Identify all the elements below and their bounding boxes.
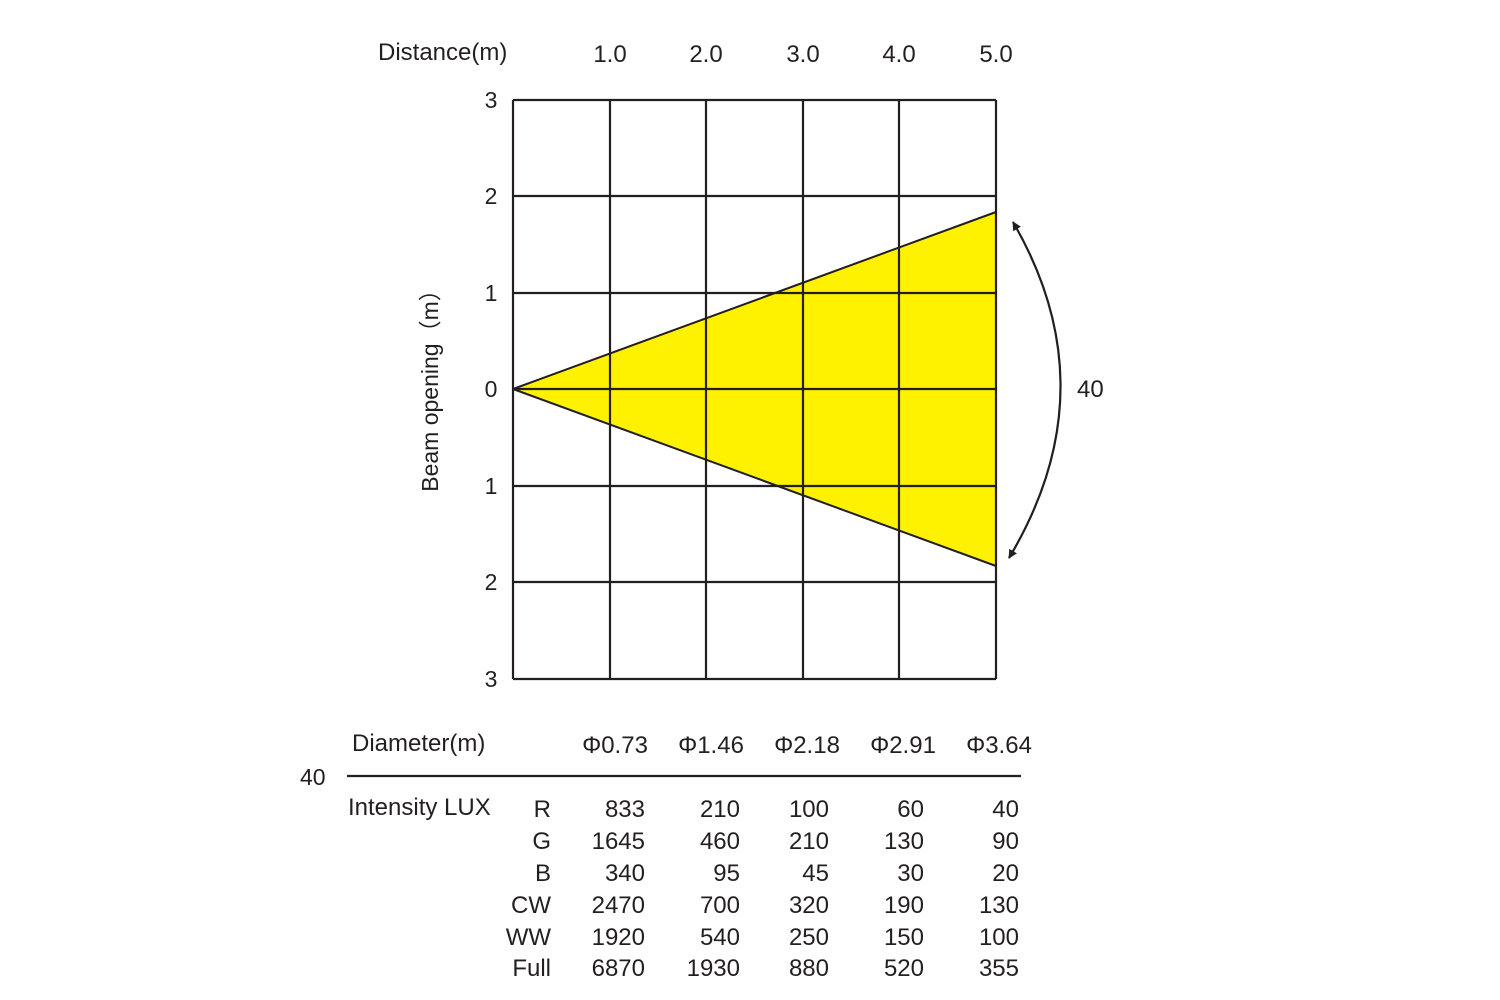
intensity-value: 1645 <box>592 828 645 855</box>
beam-tick-label: 1 <box>485 473 498 499</box>
intensity-value: 130 <box>979 892 1019 919</box>
intensity-value: 20 <box>992 860 1019 887</box>
intensity-value: 6870 <box>592 955 645 982</box>
diameter-value: Φ2.91 <box>870 732 936 759</box>
intensity-label: Intensity LUX <box>348 794 491 821</box>
intensity-value: 30 <box>897 860 924 887</box>
beam-tick-label: 2 <box>485 569 498 595</box>
beam-tick-label: 2 <box>485 183 498 209</box>
intensity-value: 880 <box>789 955 829 982</box>
channel-label: G <box>532 828 551 855</box>
intensity-value: 355 <box>979 955 1019 982</box>
intensity-value: 150 <box>884 924 924 951</box>
intensity-value: 1920 <box>592 924 645 951</box>
diameter-value: Φ2.18 <box>774 732 840 759</box>
intensity-value: 60 <box>897 796 924 823</box>
intensity-value: 210 <box>789 828 829 855</box>
distance-tick-label: 1.0 <box>593 41 626 68</box>
beam-upper-edge <box>512 211 997 390</box>
intensity-value: 45 <box>802 860 829 887</box>
intensity-value: 130 <box>884 828 924 855</box>
intensity-value: 1930 <box>687 955 740 982</box>
channel-label: WW <box>506 924 552 951</box>
intensity-value: 460 <box>700 828 740 855</box>
beam-tick-label: 3 <box>485 87 498 113</box>
grid <box>511 98 998 681</box>
intensity-value: 190 <box>884 892 924 919</box>
beam-tick-label: 0 <box>485 376 498 402</box>
intensity-value: 833 <box>605 796 645 823</box>
intensity-value: 340 <box>605 860 645 887</box>
distance-tick-label: 3.0 <box>786 41 819 68</box>
intensity-value: 40 <box>992 796 1019 823</box>
beam-axis-label: Beam opening（m） <box>417 278 443 492</box>
beam-angle-label: 40 <box>1077 376 1104 403</box>
intensity-value: 520 <box>884 955 924 982</box>
intensity-value: 2470 <box>592 892 645 919</box>
intensity-value: 95 <box>713 860 740 887</box>
diameter-value: Φ0.73 <box>582 732 648 759</box>
intensity-value: 320 <box>789 892 829 919</box>
distance-tick-label: 4.0 <box>882 41 915 68</box>
intensity-value: 540 <box>700 924 740 951</box>
beam-tick-label: 3 <box>485 666 498 692</box>
distance-tick-label: 5.0 <box>979 41 1012 68</box>
table-angle-label: 40 <box>300 764 326 790</box>
distance-tick-label: 2.0 <box>689 41 722 68</box>
distance-label: Distance(m) <box>378 39 507 66</box>
beam-lower-edge <box>512 388 997 567</box>
channel-label: R <box>534 796 551 823</box>
diameter-value: Φ1.46 <box>678 732 744 759</box>
beam-angle-arc <box>1008 221 1062 559</box>
intensity-value: 250 <box>789 924 829 951</box>
intensity-value: 210 <box>700 796 740 823</box>
diameter-value: Φ3.64 <box>966 732 1032 759</box>
channel-label: Full <box>512 955 551 982</box>
beam-tick-label: 1 <box>485 280 498 306</box>
channel-label: CW <box>511 892 551 919</box>
intensity-value: 100 <box>979 924 1019 951</box>
intensity-value: 100 <box>789 796 829 823</box>
channel-label: B <box>535 860 551 887</box>
intensity-value: 90 <box>992 828 1019 855</box>
diameter-label: Diameter(m) <box>352 730 485 757</box>
intensity-value: 700 <box>700 892 740 919</box>
